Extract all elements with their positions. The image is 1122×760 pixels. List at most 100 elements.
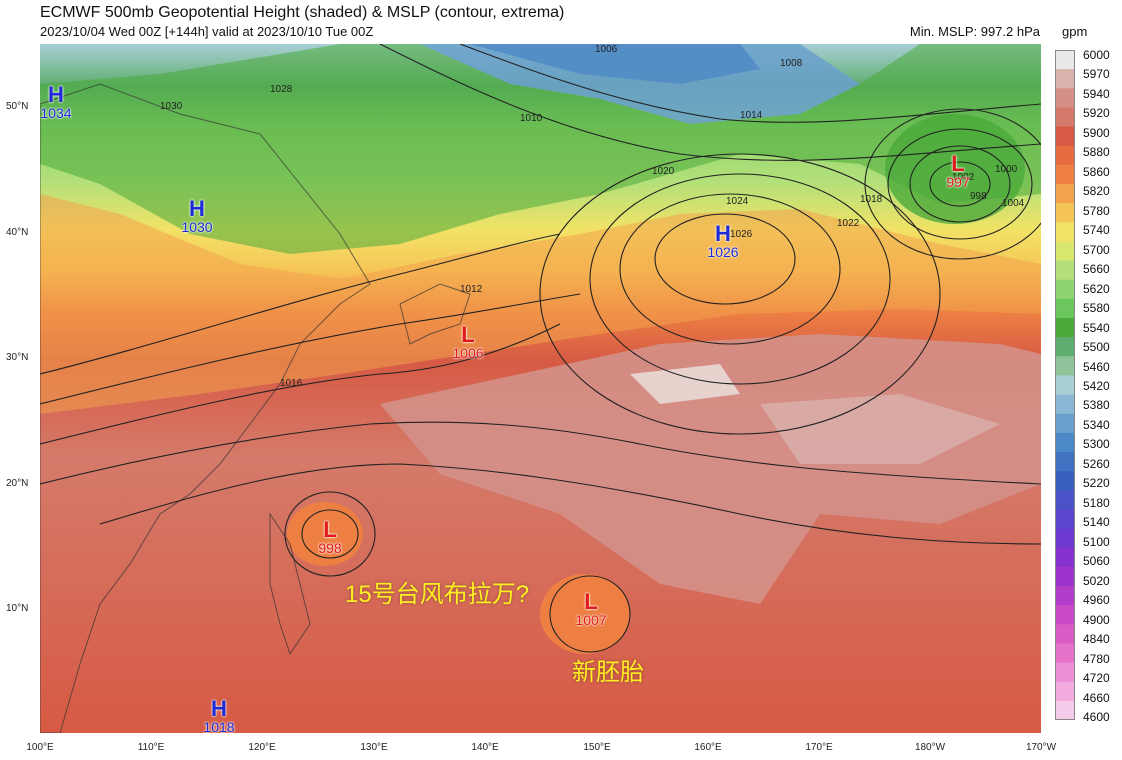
colorbar-label: 5920 (1083, 106, 1110, 121)
extrema-letter: L (584, 589, 598, 614)
extrema-value: 998 (318, 540, 342, 556)
isobar-label: 1022 (837, 218, 860, 229)
high-pressure-marker: H 1018 (189, 698, 249, 735)
colorbar-label: 5380 (1083, 398, 1110, 413)
isobars (40, 44, 1041, 653)
extrema-letter: H (715, 221, 731, 246)
lat-label: 50°N (6, 101, 29, 112)
isobar-label: 1004 (1002, 198, 1025, 209)
typhoon-core-shade (287, 502, 363, 566)
lon-label: 170°W (1025, 742, 1057, 753)
colorbar-swatch (1055, 452, 1075, 472)
colorbar-label: 4840 (1083, 632, 1110, 647)
colorbar-label: 5220 (1083, 476, 1110, 491)
colorbar-label: 5900 (1083, 125, 1110, 140)
colorbar-label: 4900 (1083, 612, 1110, 627)
colorbar-label: 5260 (1083, 456, 1110, 471)
colorbar-swatch (1055, 547, 1075, 568)
colorbar-swatch (1055, 624, 1075, 644)
lon-label: 150°E (583, 742, 611, 753)
colorbar-swatch (1055, 126, 1075, 147)
colorbar-swatch (1055, 241, 1075, 262)
extrema-letter: L (461, 322, 475, 347)
colorbar-swatch (1055, 643, 1075, 664)
extrema-letter: L (323, 517, 337, 542)
colorbar-swatch (1055, 566, 1075, 587)
colorbar-swatch (1055, 509, 1075, 530)
isobar-label: 1026 (730, 229, 753, 240)
low-pressure-marker: L 1006 (438, 324, 498, 361)
colorbar-label: 4720 (1083, 671, 1110, 686)
colorbar-swatch (1055, 490, 1075, 510)
colorbar-label: 5300 (1083, 437, 1110, 452)
extrema-value: 1034 (40, 105, 72, 121)
colorbar-swatch (1055, 662, 1075, 683)
colorbar-label: 5860 (1083, 164, 1110, 179)
colorbar-label: 4660 (1083, 690, 1110, 705)
colorbar-label: 5180 (1083, 495, 1110, 510)
colorbar-swatch (1055, 413, 1075, 434)
extrema-letter: L (951, 151, 965, 176)
colorbar-swatch (1055, 222, 1075, 242)
colorbar-label: 5500 (1083, 340, 1110, 355)
colorbar-swatch (1055, 471, 1075, 491)
colorbar-swatch (1055, 432, 1075, 453)
colorbar-swatch (1055, 394, 1075, 415)
isobar-label: 1020 (652, 166, 675, 177)
colorbar-swatch (1055, 107, 1075, 128)
colorbar-label: 5420 (1083, 379, 1110, 393)
colorbar-swatch (1055, 337, 1075, 357)
colorbar-swatch (1055, 605, 1075, 625)
colorbar-label: 5780 (1083, 203, 1110, 218)
colorbar-swatch (1055, 528, 1075, 549)
low-pressure-marker: L 1007 (561, 591, 621, 628)
colorbar-label: 5340 (1083, 417, 1110, 432)
low-pressure-marker: L 997 (928, 153, 988, 190)
colorbar-unit: gpm (1062, 24, 1088, 39)
colorbar-label: 5460 (1083, 359, 1110, 374)
extrema-value: 1026 (707, 244, 739, 260)
colorbar-swatch (1055, 184, 1075, 204)
map-subtitle: 2023/10/04 Wed 00Z [+144h] valid at 2023… (40, 24, 374, 39)
isobar-label: 1024 (726, 196, 749, 207)
coastline-japan (399, 283, 471, 345)
colorbar-label: 4780 (1083, 651, 1110, 666)
isobar-label: 1002 (952, 172, 975, 183)
colorbar-label: 5100 (1083, 534, 1110, 549)
extrema-letter: H (211, 696, 227, 721)
extrema-letter: H (189, 196, 205, 221)
colorbar-label: 5820 (1083, 184, 1110, 199)
coastline-philippines (269, 512, 311, 656)
lat-label: 10°N (6, 603, 29, 614)
isobar-label: 1028 (270, 84, 293, 95)
extrema-value: 1030 (181, 219, 213, 235)
lat-label: 20°N (6, 478, 29, 489)
colorbar-label: 5970 (1083, 67, 1110, 82)
weather-map: 1024 1026 1028 1030 1022 1020 1018 1016 1014 1012… (40, 44, 1041, 733)
colorbar-label: 4960 (1083, 593, 1110, 608)
isobar-label: 1018 (860, 194, 883, 205)
lon-label: 130°E (360, 742, 388, 753)
lon-label: 140°E (471, 742, 499, 753)
colorbar-label: 5620 (1083, 281, 1110, 296)
high-pressure-marker: H 1030 (167, 198, 227, 235)
colorbar-swatch (1055, 279, 1075, 300)
isobar-label: 1012 (460, 284, 483, 295)
extrema-value: 997 (946, 174, 970, 190)
colorbar-swatch (1055, 681, 1075, 702)
colorbar-swatch (1055, 164, 1075, 185)
colorbar-swatch (1055, 298, 1075, 319)
colorbar-swatch (1055, 145, 1075, 166)
isobar-label: 1006 (595, 44, 618, 55)
isobar-label: 1008 (780, 58, 803, 69)
extrema-letter: H (48, 82, 64, 107)
embryo-annotation: 新胚胎 (572, 659, 644, 686)
colorbar-swatch (1055, 69, 1075, 89)
lon-label: 100°E (26, 742, 54, 753)
colorbar-swatch (1055, 318, 1075, 338)
isobar-label: 1030 (160, 101, 183, 112)
isobar-label: 998 (970, 191, 987, 202)
extrema-value: 1006 (452, 345, 484, 361)
colorbar-label: 6000 (1083, 48, 1110, 62)
embryo-core-shade (540, 574, 630, 654)
